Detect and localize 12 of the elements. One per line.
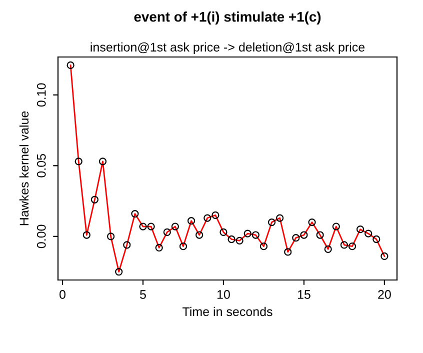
chart-title: event of +1(i) stimulate +1(c)	[134, 12, 321, 24]
x-tick-label: 20	[378, 290, 391, 299]
chart-subtitle: insertion@1st ask price -> deletion@1st ask price	[90, 42, 365, 54]
y-tick-label: 0.10	[36, 83, 46, 107]
y-axis-title: Hawkes kernel value	[19, 111, 29, 226]
x-tick-label: 10	[217, 290, 230, 299]
y-tick-label: 0.05	[36, 154, 46, 178]
x-tick-label: 5	[140, 290, 146, 299]
x-tick-label: 0	[60, 290, 66, 299]
y-tick-label: 0.00	[36, 224, 46, 248]
x-tick-label: 15	[298, 290, 310, 299]
x-axis-title: Time in seconds	[182, 306, 272, 316]
